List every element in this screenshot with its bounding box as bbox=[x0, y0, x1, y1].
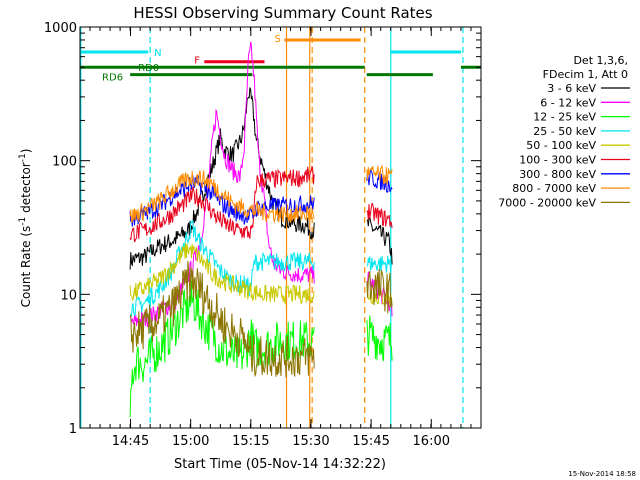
x-tick-label-4: 15:45 bbox=[352, 434, 389, 449]
state-label-f: F bbox=[194, 56, 200, 67]
y-tick-label-0: 1 bbox=[69, 422, 77, 437]
series-trace-7 bbox=[129, 164, 393, 224]
legend-label-6: 300 - 800 keV bbox=[519, 168, 596, 181]
y-tick-label-3: 1000 bbox=[44, 21, 77, 36]
y-axis-label-sup2: -1 bbox=[18, 153, 28, 162]
x-tick-label-3: 15:30 bbox=[292, 434, 329, 449]
legend-label-5: 100 - 300 keV bbox=[519, 154, 596, 167]
x-tick-label-0: 14:45 bbox=[112, 434, 149, 449]
x-tick-label-2: 15:15 bbox=[232, 434, 269, 449]
legend-label-1: 6 - 12 keV bbox=[540, 96, 596, 109]
series-trace-5 bbox=[129, 165, 393, 243]
y-tick-label-1: 10 bbox=[60, 288, 77, 303]
legend-header-1: Det 1,3,6, bbox=[573, 54, 628, 67]
y-axis-label-sup1: -1 bbox=[18, 217, 28, 226]
x-axis-label: Start Time (05-Nov-14 14:32:22) bbox=[174, 457, 386, 472]
series-trace-8 bbox=[129, 260, 393, 378]
state-label-s: S bbox=[274, 34, 280, 45]
state-label-rd6: RD6 bbox=[102, 73, 123, 84]
x-tick-label-5: 16:00 bbox=[413, 434, 450, 449]
plot-area: N F S RD0 RD6 1 10 100 1000 14:45 15:00 15:15 15:30 1… bbox=[44, 21, 482, 449]
y-tick-label-2: 100 bbox=[52, 155, 77, 170]
legend-label-7: 800 - 7000 keV bbox=[512, 182, 596, 195]
x-tick-label-1: 15:00 bbox=[172, 434, 209, 449]
y-axis-label-end: ) bbox=[19, 149, 33, 154]
legend-label-0: 3 - 6 keV bbox=[547, 82, 596, 95]
legend-label-2: 12 - 25 keV bbox=[533, 111, 596, 124]
y-axis-label: Count Rate (s-1 detector-1) bbox=[18, 149, 33, 308]
state-label-n: N bbox=[154, 48, 161, 59]
legend-label-8: 7000 - 20000 keV bbox=[498, 196, 596, 209]
state-label-rd0: RD0 bbox=[138, 63, 159, 74]
footer-timestamp: 15-Nov-2014 18:58 bbox=[568, 470, 636, 478]
series-trace-1 bbox=[129, 41, 393, 328]
series-trace-3 bbox=[129, 220, 393, 318]
y-axis-label-main: Count Rate (s bbox=[19, 226, 33, 308]
legend-label-3: 25 - 50 keV bbox=[533, 125, 596, 138]
series-trace-0 bbox=[129, 87, 393, 270]
legend-label-4: 50 - 100 keV bbox=[526, 139, 596, 152]
chart-title: HESSI Observing Summary Count Rates bbox=[133, 4, 432, 22]
y-axis-label-mid: detector bbox=[19, 162, 33, 217]
legend-header-2: FDecim 1, Att 0 bbox=[543, 68, 628, 81]
